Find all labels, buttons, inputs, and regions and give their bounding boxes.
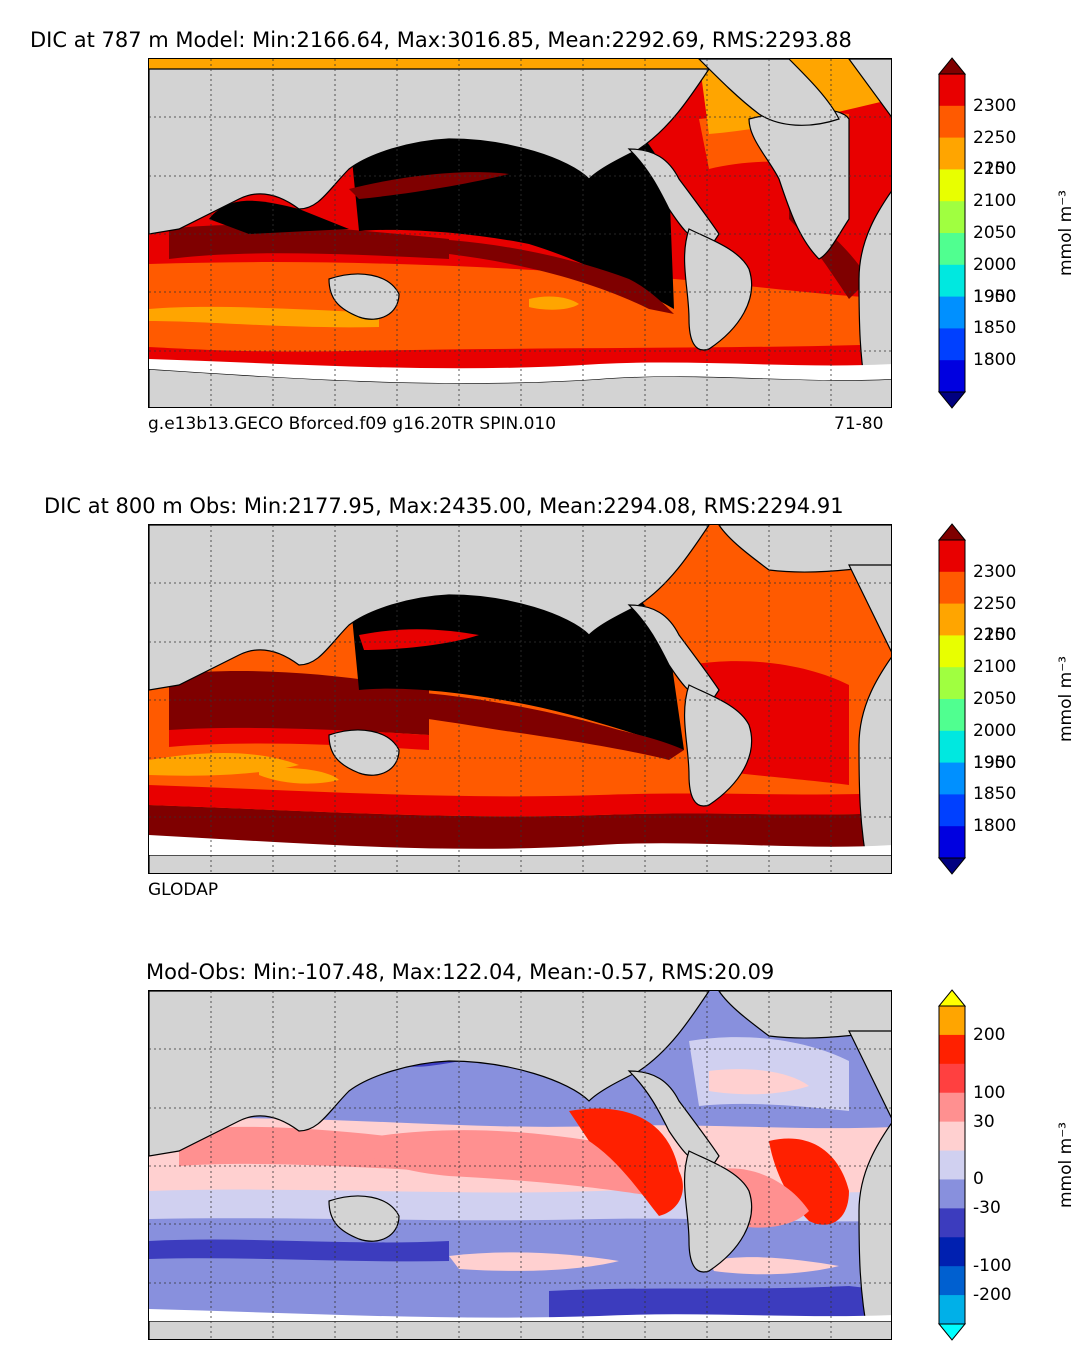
colorbar-tick-label: 1800	[973, 350, 1017, 371]
colorbar-svg	[937, 989, 967, 1341]
colorbar-segment	[939, 1208, 965, 1238]
colorbar-segment	[939, 264, 965, 298]
colorbar-segment	[939, 667, 965, 700]
colorbar-tick-label: 2300	[973, 95, 1017, 116]
colorbar-tick-label: 2000	[973, 720, 1017, 741]
colorbar-segment	[939, 137, 965, 170]
colorbar-segment	[939, 1237, 965, 1267]
colorbar-segment	[939, 201, 965, 234]
colorbar-segment	[939, 699, 965, 732]
colorbar-extend-min	[937, 857, 967, 875]
colorbar-segment	[939, 540, 965, 573]
panel3-colorbar: 200 100 30 0 -30 -100 -200 mmol m⁻³	[937, 989, 1076, 1341]
colorbar-svg	[937, 523, 967, 875]
panel1-map	[148, 58, 892, 408]
colorbar-segment	[939, 635, 965, 668]
colorbar-tick-label: 100	[973, 1082, 1006, 1103]
colorbar-tick-label: 30	[973, 1111, 995, 1132]
colorbar-unit-label: mmol m⁻³	[1056, 656, 1076, 742]
colorbar-tick-label: 2050	[973, 689, 1017, 709]
colorbar-segment	[939, 1006, 965, 1036]
colorbar-segment	[939, 328, 965, 361]
colorbar-extend-min	[937, 1323, 967, 1341]
colorbar-tick-label: -100	[973, 1256, 1012, 1277]
panel2-caption-left: GLODAP	[148, 880, 219, 900]
colorbar-unit-label: mmol m⁻³	[1056, 1122, 1076, 1208]
colorbar-tick-label: 2200	[973, 159, 1017, 180]
panel1-colorbar: 2300 2250 2200 2150 2100 2050 2000 1950 1900 1850…	[937, 57, 1076, 409]
colorbar-tick-label: 2300	[973, 561, 1017, 582]
panel3-map	[148, 990, 892, 1340]
colorbar-tick-label: 2050	[973, 223, 1017, 243]
panel1-caption-right: 71-80	[834, 414, 884, 434]
colorbar-segment	[939, 730, 965, 764]
colorbar-segment	[939, 794, 965, 827]
colorbar-segment	[939, 105, 965, 139]
colorbar-extend-min	[937, 391, 967, 409]
colorbar-tick-label: 1900	[973, 752, 1017, 773]
colorbar-extend-max	[937, 57, 967, 75]
panel3-title: Mod-Obs: Min:-107.48, Max:122.04, Mean:-…	[146, 960, 775, 984]
colorbar-segment	[939, 1121, 965, 1152]
colorbar-tick-label: 2250	[973, 127, 1017, 148]
panel1-caption-left: g.e13b13.GECO Bforced.f09 g16.20TR SPIN.…	[148, 414, 557, 434]
colorbar-tick-label: -30	[973, 1198, 1001, 1219]
colorbar-tick-label: 2100	[973, 657, 1017, 678]
colorbar-tick-label: 2100	[973, 191, 1017, 212]
panel2-title: DIC at 800 m Obs: Min:2177.95, Max:2435.…	[44, 494, 844, 518]
colorbar-tick-label: 1850	[973, 784, 1017, 805]
colorbar-segment	[939, 571, 965, 605]
colorbar-tick-label: 2150	[973, 625, 1017, 646]
colorbar-segment	[939, 169, 965, 202]
colorbar-tick-label: 1800	[973, 816, 1017, 837]
colorbar-segment	[939, 1092, 965, 1123]
colorbar-segment	[939, 233, 965, 266]
panel2-map	[148, 524, 892, 874]
panel2-colorbar: 2300 2250 2200 2150 2100 2050 2000 1950 1900 1850…	[937, 523, 1076, 875]
colorbar-segment	[939, 1295, 965, 1325]
colorbar-tick-label: 1950	[973, 752, 1017, 773]
colorbar-extend-max	[937, 523, 967, 541]
colorbar-tick-label: 1950	[973, 286, 1017, 307]
colorbar-tick-label: 2200	[973, 625, 1017, 646]
colorbar-tick-label: 1850	[973, 318, 1017, 339]
colorbar-segment	[939, 603, 965, 636]
colorbar-segment	[939, 1063, 965, 1094]
colorbar-tick-label: 0	[973, 1169, 984, 1190]
colorbar-segment	[939, 360, 965, 393]
colorbar-segment	[939, 762, 965, 795]
colorbar-tick-label: 200	[973, 1024, 1006, 1045]
colorbar-tick-label: 2250	[973, 593, 1017, 614]
colorbar-segment	[939, 1034, 965, 1065]
colorbar-segment	[939, 74, 965, 107]
colorbar-segment	[939, 296, 965, 329]
colorbar-tick-label: 2000	[973, 254, 1017, 275]
colorbar-segment	[939, 826, 965, 859]
panel1-title: DIC at 787 m Model: Min:2166.64, Max:301…	[30, 28, 852, 52]
colorbar-extend-max	[937, 989, 967, 1007]
colorbar-segment	[939, 1179, 965, 1209]
colorbar-tick-label: 1900	[973, 286, 1017, 307]
colorbar-svg	[937, 57, 967, 409]
colorbar-segment	[939, 1266, 965, 1296]
colorbar-tick-label: -200	[973, 1285, 1012, 1306]
colorbar-segment	[939, 1150, 965, 1180]
colorbar-unit-label: mmol m⁻³	[1056, 190, 1076, 276]
colorbar-tick-label: 2150	[973, 159, 1017, 180]
